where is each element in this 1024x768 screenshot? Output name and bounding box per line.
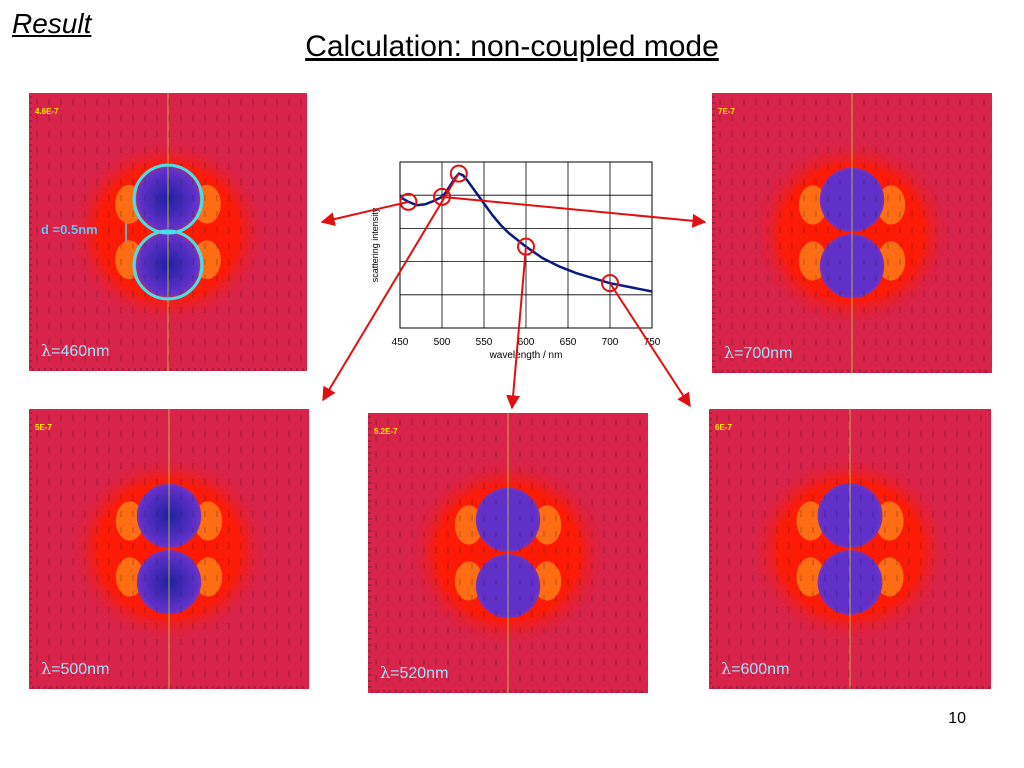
field-map-svg [368,413,648,693]
wavelength-value: =520nm [390,665,449,682]
field-map-svg [29,93,307,371]
x-tick-label: 550 [476,337,493,348]
wavelength-label: λ=520nm [380,663,448,683]
hot-lobe [875,557,904,597]
axis-ticks [29,412,304,689]
field-map-svg [709,409,991,689]
scale-label: 4.6E-7 [35,107,59,116]
x-tick-label: 750 [644,337,661,348]
axis-ticks [368,416,643,693]
hot-lobe [533,505,562,545]
wavelength-label: λ=600nm [721,659,789,679]
wavelength-value: =460nm [51,343,110,360]
hot-lobe [454,505,483,545]
result-heading: Result [12,8,92,39]
wavelength-label: λ=500nm [41,659,109,679]
particle-outline [132,163,204,235]
hot-lobe [194,501,223,541]
x-tick-label: 650 [560,337,577,348]
field-panel-600nm: 6E-7 λ=600nm [709,409,991,689]
wavelength-value: =600nm [731,661,790,678]
hot-lobe [454,561,483,601]
field-map-svg [29,409,309,689]
wavelength-value: =500nm [51,661,110,678]
x-tick-label: 700 [602,337,619,348]
scale-label: 6E-7 [715,423,732,432]
hot-lobe [798,241,827,281]
hot-lobe [877,185,906,225]
axis-ticks [709,412,990,689]
field-panel-700nm: 7E-7 λ=700nm [712,93,992,373]
vector-arrows [375,419,641,693]
x-tick-label: 600 [518,337,535,348]
axis-ticks [712,96,987,373]
wavelength-label: λ=460nm [41,341,109,361]
scattering-chart-svg: 450 500 550 600 650 700 750 wavelength / nm scat… [370,161,661,361]
vector-arrows [36,99,302,361]
hot-lobe [115,557,144,597]
slide-title: Calculation: non-coupled mode [305,30,719,63]
hot-lobe [533,561,562,601]
hot-lobe [796,501,825,541]
wavelength-value: =700nm [734,345,793,362]
x-axis-label: wavelength / nm [489,350,563,361]
vector-arrows [716,415,982,689]
hot-lobe [796,557,825,597]
page-number: 10 [948,710,966,727]
field-panel-460nm: 4.6E-7 λ=460nm [29,93,307,371]
field-panel-520nm: 5.2E-7 λ=520nm [368,413,648,693]
scale-label: 5.2E-7 [374,427,398,436]
hot-lobe [115,501,144,541]
lambda-symbol: λ [41,341,52,360]
scale-label: 7E-7 [718,107,735,116]
hot-lobe [877,241,906,281]
vector-arrows [36,415,302,689]
y-axis-label: scattering intensity [370,207,380,282]
lambda-symbol: λ [41,659,52,678]
lambda-symbol: λ [721,659,732,678]
hot-lobe [798,185,827,225]
x-tick-label: 500 [434,337,451,348]
hot-lobe [194,557,223,597]
axis-ticks [29,96,304,371]
gap-label: d =0.5nm [41,222,98,237]
particle-outline [132,229,204,301]
hot-lobe [875,501,904,541]
lambda-symbol: λ [380,663,391,682]
lambda-symbol: λ [724,343,735,362]
scattering-chart: 450 500 550 600 650 700 750 wavelength / nm scat… [368,150,668,380]
x-tick-label: 450 [392,337,409,348]
wavelength-label: λ=700nm [724,343,792,363]
scale-label: 5E-7 [35,423,52,432]
field-map-svg [712,93,992,373]
field-panel-500nm: 5E-7 λ=500nm [29,409,309,689]
